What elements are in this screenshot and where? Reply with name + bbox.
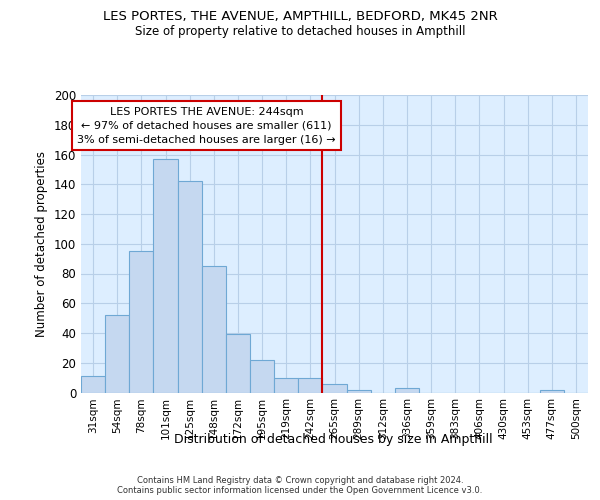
Text: Distribution of detached houses by size in Ampthill: Distribution of detached houses by size …	[173, 432, 493, 446]
Bar	[250, 360, 274, 392]
Text: Contains HM Land Registry data © Crown copyright and database right 2024.
Contai: Contains HM Land Registry data © Crown c…	[118, 476, 482, 495]
Bar	[226, 334, 250, 392]
Y-axis label: Number of detached properties: Number of detached properties	[35, 151, 48, 337]
Text: LES PORTES THE AVENUE: 244sqm
← 97% of detached houses are smaller (611)
3% of s: LES PORTES THE AVENUE: 244sqm ← 97% of d…	[77, 107, 336, 145]
Bar	[298, 378, 322, 392]
Bar	[274, 378, 298, 392]
Bar	[105, 315, 129, 392]
Bar	[540, 390, 564, 392]
Bar	[81, 376, 105, 392]
Bar	[395, 388, 419, 392]
Bar	[322, 384, 347, 392]
Bar	[129, 251, 154, 392]
Text: Size of property relative to detached houses in Ampthill: Size of property relative to detached ho…	[135, 25, 465, 38]
Bar	[202, 266, 226, 392]
Bar	[347, 390, 371, 392]
Text: LES PORTES, THE AVENUE, AMPTHILL, BEDFORD, MK45 2NR: LES PORTES, THE AVENUE, AMPTHILL, BEDFOR…	[103, 10, 497, 23]
Bar	[154, 159, 178, 392]
Bar	[178, 182, 202, 392]
